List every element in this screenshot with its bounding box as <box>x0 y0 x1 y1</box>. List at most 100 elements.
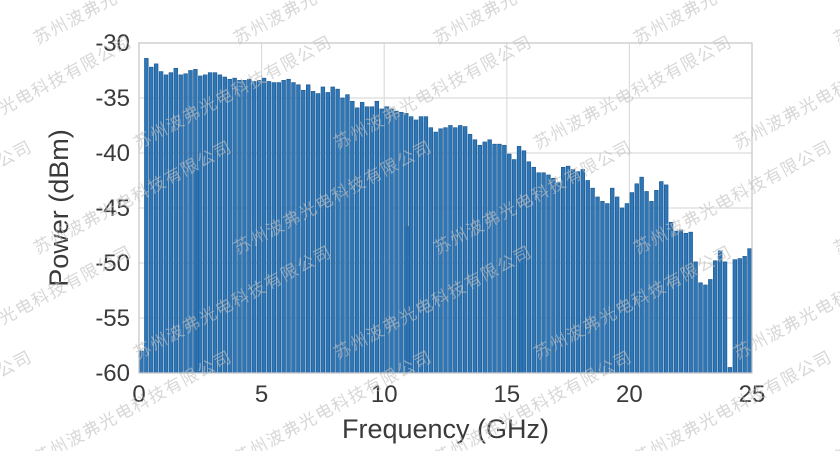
x-tick-label: 10 <box>371 381 398 408</box>
spectrum-bar <box>158 71 164 374</box>
spectrum-bar <box>207 72 213 374</box>
spectrum-bar <box>654 190 659 374</box>
spectrum-bar <box>153 63 159 374</box>
y-tick-labels: -30 -35 -40 -45 -50 -55 -60 <box>95 30 130 387</box>
spectrum-bar <box>276 82 281 374</box>
spectrum-bar <box>448 125 453 374</box>
spectrum-bar <box>536 172 541 374</box>
x-tick-label: 25 <box>739 381 766 408</box>
spectrum-bar <box>325 92 330 374</box>
spectrum-bar <box>556 182 561 374</box>
spectrum-bar <box>722 261 728 374</box>
spectrum-bar <box>624 203 630 374</box>
spectrum-bar <box>340 97 345 374</box>
spectrum-bar <box>163 74 169 374</box>
spectrum-bar <box>693 261 698 374</box>
spectrum-bar <box>605 203 610 374</box>
spectrum-bar <box>561 166 566 374</box>
spectrum-bar <box>673 230 679 374</box>
spectrum-bar <box>266 81 272 374</box>
spectrum-bar <box>472 139 478 374</box>
spectrum-bar <box>374 100 380 374</box>
y-tick-label: -35 <box>95 85 130 112</box>
spectrum-bar <box>261 77 267 374</box>
spectrum-bar <box>487 139 492 374</box>
spectrum-bar <box>413 119 419 374</box>
spectrum-bar <box>688 231 693 374</box>
spectrum-bar <box>227 78 232 374</box>
spectrum-bar <box>492 143 497 374</box>
spectrum-bar <box>359 102 365 374</box>
spectrum-bar <box>619 207 625 374</box>
spectrum-bar <box>526 161 532 374</box>
spectrum-bar <box>747 248 752 374</box>
spectrum-bar <box>232 77 237 374</box>
spectrum-bar <box>408 116 414 374</box>
y-tick-label: -30 <box>95 30 130 57</box>
spectrum-bar <box>683 232 688 374</box>
y-tick-label: -40 <box>95 140 130 167</box>
spectrum-bar <box>453 127 458 374</box>
spectrum-bar <box>428 127 433 374</box>
spectrum-bar <box>565 165 571 374</box>
spectrum-bar <box>541 172 546 374</box>
y-axis-title: Power (dBm) <box>44 129 74 287</box>
spectrum-bar <box>247 78 252 374</box>
spectrum-bar <box>482 141 487 374</box>
spectrum-bar <box>644 191 649 374</box>
spectrum-bar <box>659 181 664 374</box>
x-tick-label: 0 <box>132 381 145 408</box>
spectrum-bar <box>462 126 468 374</box>
spectrum-bar <box>443 127 448 374</box>
spectrum-bar <box>198 75 203 374</box>
spectrum-bar <box>315 93 321 374</box>
spectrum-bar <box>698 282 703 374</box>
spectrum-bar <box>497 143 502 374</box>
spectrum-bar <box>629 192 635 374</box>
plot-border <box>138 42 753 374</box>
y-tick-label: -55 <box>95 305 130 332</box>
spectrum-bar <box>477 144 483 374</box>
spectrum-bar <box>296 84 301 374</box>
spectrum-bar <box>291 82 296 374</box>
spectrum-bar <box>178 74 183 374</box>
spectrum-bar <box>423 116 429 374</box>
spectrum-bar <box>320 86 326 374</box>
spectrum-bar <box>458 125 463 374</box>
spectrum-bar <box>742 256 747 374</box>
y-tick-label: -60 <box>95 360 130 387</box>
spectrum-bar <box>139 350 144 374</box>
spectrum-bar <box>600 201 605 374</box>
spectrum-bar <box>531 166 536 374</box>
spectrum-bar <box>668 221 674 374</box>
spectrum-bar <box>364 106 370 374</box>
spectrum-bar <box>394 110 399 374</box>
spectrum-bar <box>168 72 174 374</box>
spectrum-bar <box>252 81 257 374</box>
x-tick-label: 20 <box>616 381 643 408</box>
spectrum-bar <box>242 80 247 374</box>
spectrum-bar <box>634 183 639 374</box>
spectrum-bar <box>575 171 581 374</box>
spectrum-bar <box>418 116 424 374</box>
spectrum-bar <box>595 196 600 374</box>
spectrum-bar <box>580 169 586 374</box>
spectrum-bar <box>708 279 713 374</box>
y-tick-label: -45 <box>95 195 130 222</box>
spectrum-bar <box>350 100 355 374</box>
spectrum-bar <box>521 150 527 374</box>
spectrum-bar <box>389 108 394 374</box>
spectrum-bar <box>585 180 590 374</box>
spectrum-bar <box>511 159 517 374</box>
spectrum-bar <box>546 174 551 374</box>
spectrum-bar <box>663 184 669 374</box>
spectrum-bar <box>732 259 738 374</box>
spectrum-bar <box>433 131 438 374</box>
spectrum-bar <box>438 128 443 374</box>
spectrum-bar <box>222 76 228 374</box>
spectrum-bar <box>649 201 654 374</box>
x-tick-labels: 0 5 10 15 20 25 <box>132 381 765 408</box>
spectrum-bar <box>399 111 404 374</box>
y-tick-label: -50 <box>95 250 130 277</box>
